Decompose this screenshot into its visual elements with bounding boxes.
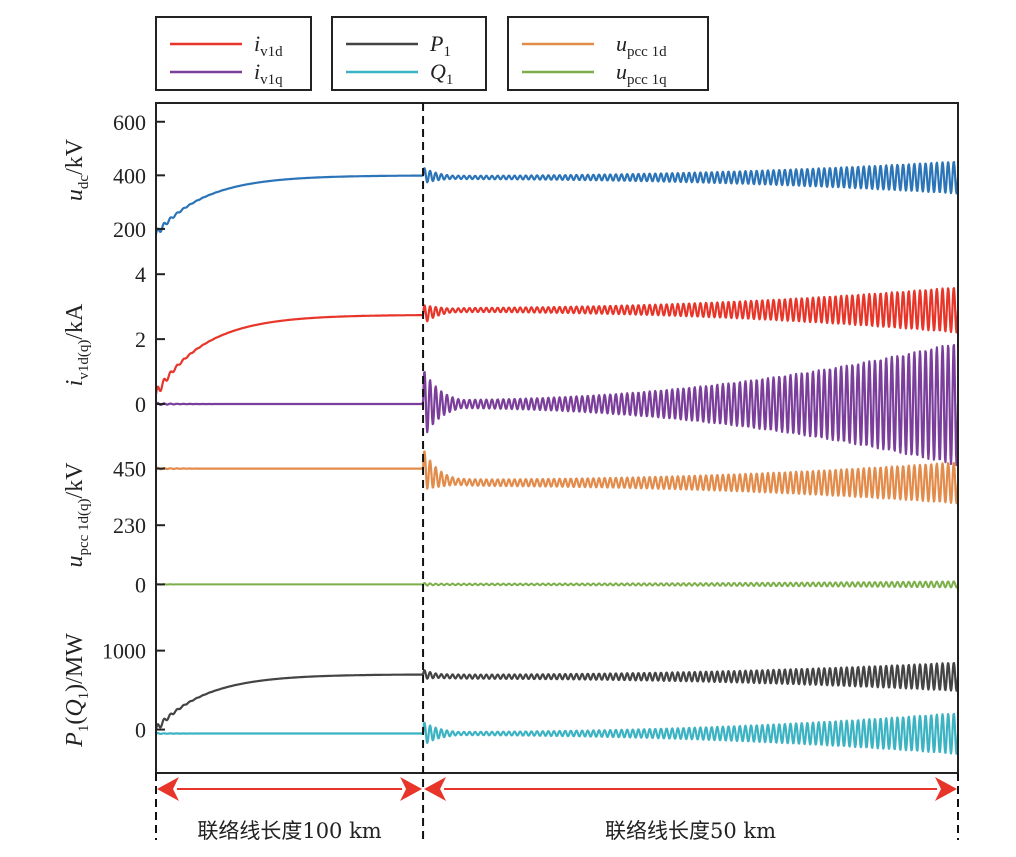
legend-base: Q [430,59,446,84]
axes: 600400200udc/kV420iv1d(q)/kA4502300upcc … [62,102,959,774]
y-label-paren-open: ( [62,717,88,725]
y-label-base: P [62,732,88,748]
y-axis-label: P1(Q1)/MW [62,633,92,748]
y-label-base: u [62,189,88,201]
arrow-head-left [157,777,179,801]
y-tick-label: 2 [135,327,146,352]
y-tick-label: 0 [135,718,146,743]
legend-sub: 1 [446,72,454,88]
segment-label: 联络线长度50 km [605,819,776,843]
legend-base: u [616,31,627,56]
series-line-Q1 [156,712,958,755]
legend-label-upcc1q: upcc 1q [616,59,667,88]
y-label-paren-close: ) [62,684,88,692]
series-line-iv1d [156,287,958,395]
y-tick-label: 1000 [102,639,146,664]
y-tick-label: 4 [135,262,146,287]
legend-sub: v1q [260,72,283,88]
y-label-unit: /MW [62,633,88,684]
y-label-sub: dc [76,175,92,190]
y-label-paren-sub: 1 [76,692,92,700]
legend-frame [507,16,709,91]
series-line-upcc1q [156,580,958,589]
arrow-head-left [424,777,447,801]
y-label-unit: /kA [62,303,88,340]
double-arrow [424,777,957,801]
legend-sub: pcc 1q [627,72,667,88]
y-label-sub: v1d(q) [76,340,92,380]
legend-label-upcc1d: upcc 1d [616,31,667,60]
double-arrow [157,777,423,801]
y-axis-label: upcc 1d(q)/kV [62,462,92,568]
y-label-sub: 1 [76,725,92,733]
y-tick-label: 600 [113,110,146,135]
legend-sub: pcc 1d [627,44,667,60]
legend-frame [331,16,487,91]
segment-annotations: 联络线长度100 km 联络线长度50 km [155,103,959,843]
plot-area [156,161,958,755]
legend-sub: v1d [260,44,283,60]
y-label-unit: /kV [62,138,88,175]
legend-base: u [616,59,627,84]
y-label-base: i [62,380,88,387]
y-label-base: u [62,556,88,568]
y-axis-label: iv1d(q)/kA [62,303,92,386]
series-line-upcc1d [156,450,958,505]
segment-label: 联络线长度100 km [197,819,381,843]
legend-base: P [429,31,443,56]
y-axis-label: udc/kV [62,138,92,201]
y-tick-label: 0 [135,572,146,597]
legend-base: i [254,59,260,84]
legend-frame [155,16,312,91]
y-label-sub: pcc 1d(q) [76,498,92,555]
legend-label-Q1: Q1 [430,59,453,88]
legend-label-P1: P1 [429,31,451,60]
y-tick-label: 400 [113,163,146,188]
y-label-unit: /kV [62,462,88,499]
y-label-paren: Q [62,699,88,716]
arrow-head-right [400,777,423,801]
series-line-udc [156,161,958,235]
series-line-P1 [156,662,958,730]
y-tick-label: 200 [113,217,146,242]
legend-sub: 1 [443,44,451,60]
series-line-iv1q [156,343,958,467]
legend-label-iv1q: iv1q [254,59,283,88]
y-tick-label: 230 [113,513,146,538]
y-tick-label: 0 [135,392,146,417]
legend-base: i [254,31,260,56]
arrow-head-right [935,777,957,801]
axes-frame [155,102,959,774]
legend-label-iv1d: iv1d [254,31,283,60]
y-tick-label: 450 [113,457,146,482]
